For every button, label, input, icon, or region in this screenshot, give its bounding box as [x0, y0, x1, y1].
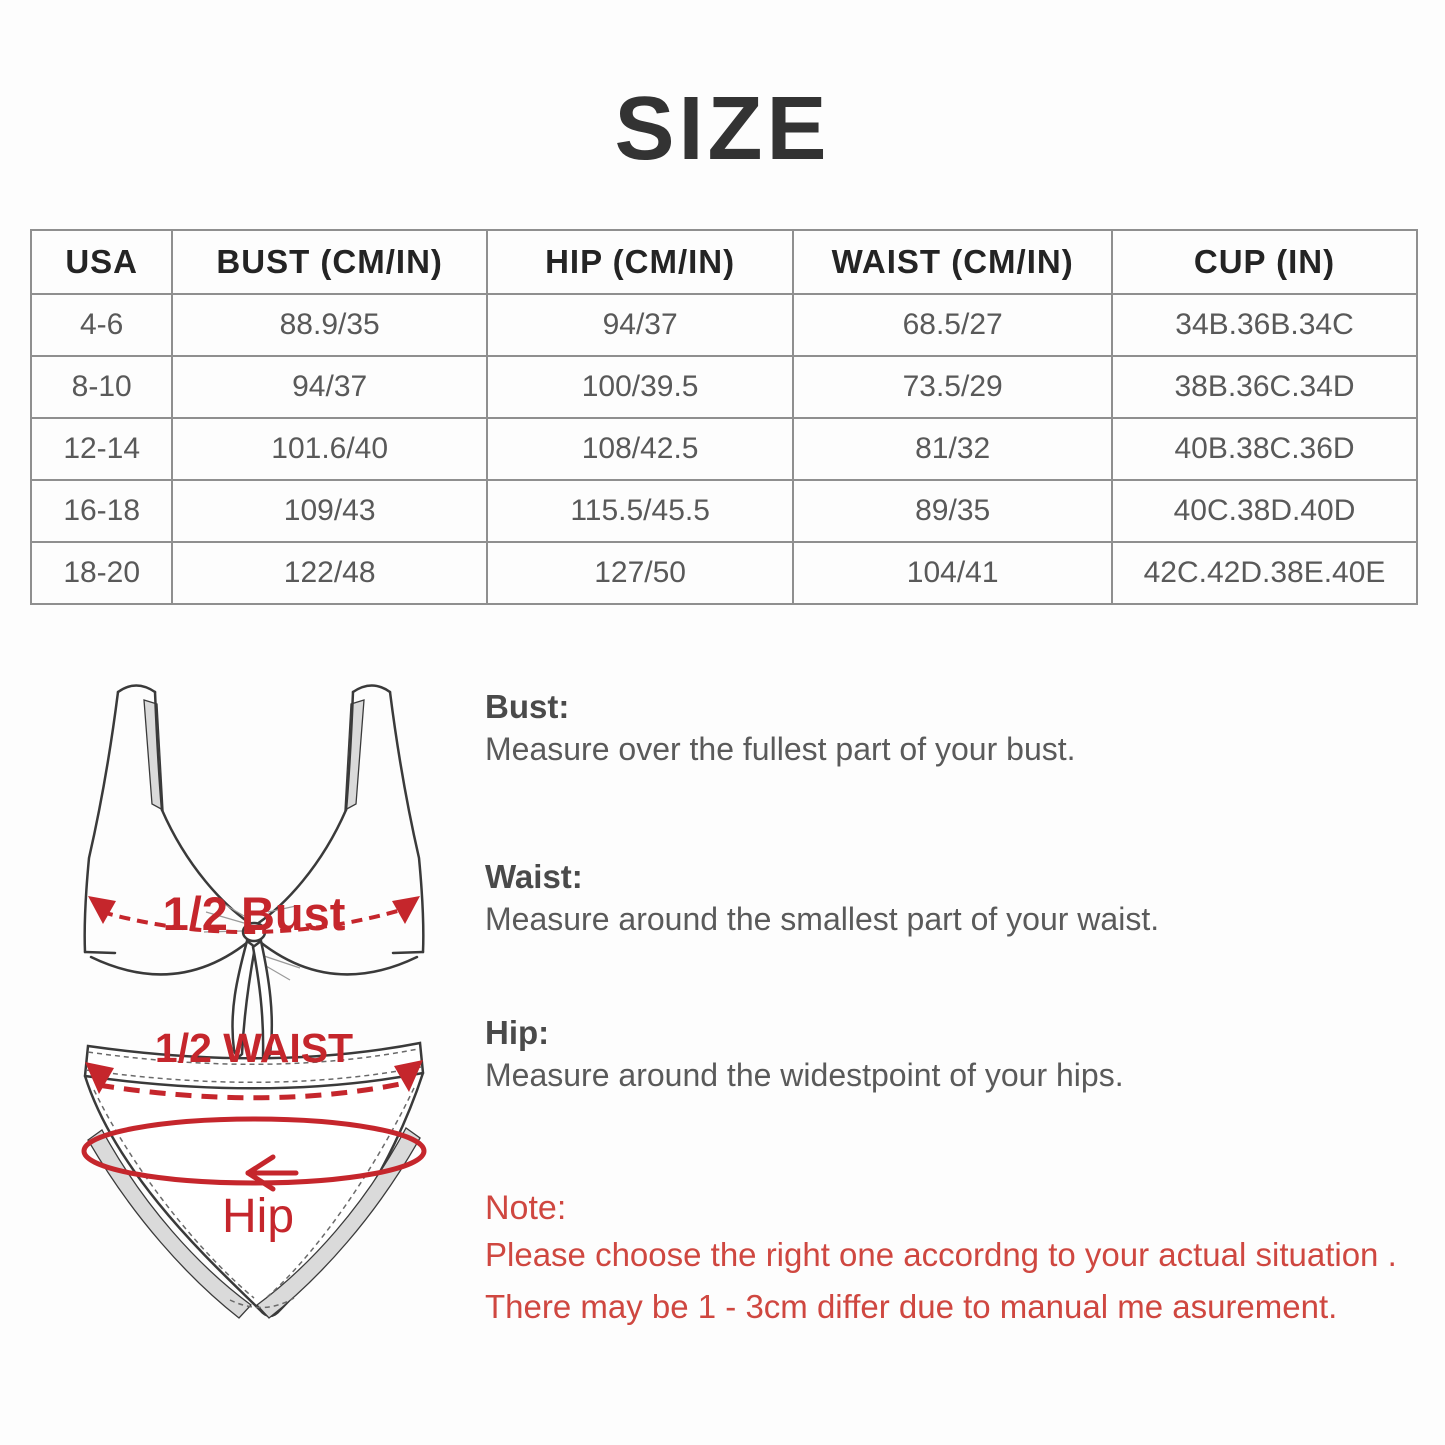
- table-row: 16-18 109/43 115.5/45.5 89/35 40C.38D.40…: [29, 479, 1418, 543]
- note-line: There may be 1 - 3cm differ due to manua…: [485, 1288, 1338, 1325]
- table-cell: 94/37: [171, 355, 488, 419]
- hip-diagram-label: Hip: [222, 1190, 294, 1243]
- size-table: USA BUST (CM/IN) HIP (CM/IN) WAIST (CM/I…: [29, 229, 1418, 605]
- note-line: Please choose the right one accordng to …: [485, 1236, 1397, 1273]
- bust-heading: Bust:: [485, 688, 570, 725]
- table-cell: 127/50: [485, 541, 795, 605]
- table-cell: 122/48: [171, 541, 488, 605]
- note-heading: Note:: [485, 1189, 567, 1227]
- bust-arrow-right-icon: [392, 896, 420, 924]
- bust-measure-annotation: 1/2 Bust: [88, 887, 420, 940]
- bust-diagram-label: 1/2 Bust: [163, 887, 346, 940]
- bust-instruction: Measure over the fullest part of your bu…: [485, 731, 1076, 767]
- table-cell: 108/42.5: [485, 417, 795, 481]
- table-cell: 88.9/35: [171, 293, 488, 357]
- table-row: 8-10 94/37 100/39.5 73.5/29 38B.36C.34D: [29, 355, 1418, 419]
- table-cell: 81/32: [792, 417, 1114, 481]
- table-cell: 100/39.5: [485, 355, 795, 419]
- table-cell: 73.5/29: [792, 355, 1114, 419]
- waist-heading: Waist:: [485, 858, 583, 895]
- bust-arrow-left-icon: [88, 896, 116, 924]
- table-cell: 89/35: [792, 479, 1114, 543]
- table-cell: 40B.38C.36D: [1111, 417, 1418, 481]
- waist-instruction: Measure around the smallest part of your…: [485, 901, 1160, 937]
- table-cell: 34B.36B.34C: [1111, 293, 1418, 357]
- table-cell: 8-10: [29, 355, 174, 419]
- col-header-cup: CUP (IN): [1111, 229, 1418, 295]
- table-cell: 115.5/45.5: [485, 479, 795, 543]
- table-cell: 16-18: [29, 479, 174, 543]
- table-cell: 101.6/40: [171, 417, 488, 481]
- table-header-row: USA BUST (CM/IN) HIP (CM/IN) WAIST (CM/I…: [29, 229, 1418, 295]
- hip-measure-annotation: Hip: [81, 1116, 427, 1243]
- table-row: 18-20 122/48 127/50 104/41 42C.42D.38E.4…: [29, 541, 1418, 605]
- hip-arrow-left-icon: [245, 1154, 299, 1192]
- col-header-waist: WAIST (CM/IN): [792, 229, 1114, 295]
- col-header-bust: BUST (CM/IN): [171, 229, 488, 295]
- table-cell: 18-20: [29, 541, 174, 605]
- table-cell: 12-14: [29, 417, 174, 481]
- hip-heading: Hip:: [485, 1014, 550, 1051]
- hip-instruction: Measure around the widestpoint of your h…: [485, 1057, 1124, 1093]
- table-cell: 40C.38D.40D: [1111, 479, 1418, 543]
- table-cell: 42C.42D.38E.40E: [1111, 541, 1418, 605]
- table-cell: 109/43: [171, 479, 488, 543]
- page-title: SIZE: [614, 79, 831, 179]
- table-cell: 38B.36C.34D: [1111, 355, 1418, 419]
- table-row: 4-6 88.9/35 94/37 68.5/27 34B.36B.34C: [29, 293, 1418, 357]
- waist-diagram-label: 1/2 WAIST: [155, 1025, 353, 1071]
- table-cell: 94/37: [485, 293, 795, 357]
- col-header-usa: USA: [29, 229, 174, 295]
- table-row: 12-14 101.6/40 108/42.5 81/32 40B.38C.36…: [29, 417, 1418, 481]
- table-cell: 104/41: [792, 541, 1114, 605]
- col-header-hip: HIP (CM/IN): [485, 229, 795, 295]
- table-cell: 4-6: [29, 293, 174, 357]
- waist-arrow-left-icon: [85, 1062, 114, 1094]
- waist-arrow-right-icon: [394, 1060, 423, 1092]
- bikini-top-drawing: [83, 684, 425, 1061]
- waist-measure-annotation: 1/2 WAIST: [85, 1025, 423, 1101]
- table-cell: 68.5/27: [792, 293, 1114, 357]
- measurement-diagram: 1/2 Bust 1/2 WAIST Hip: [81, 684, 427, 1319]
